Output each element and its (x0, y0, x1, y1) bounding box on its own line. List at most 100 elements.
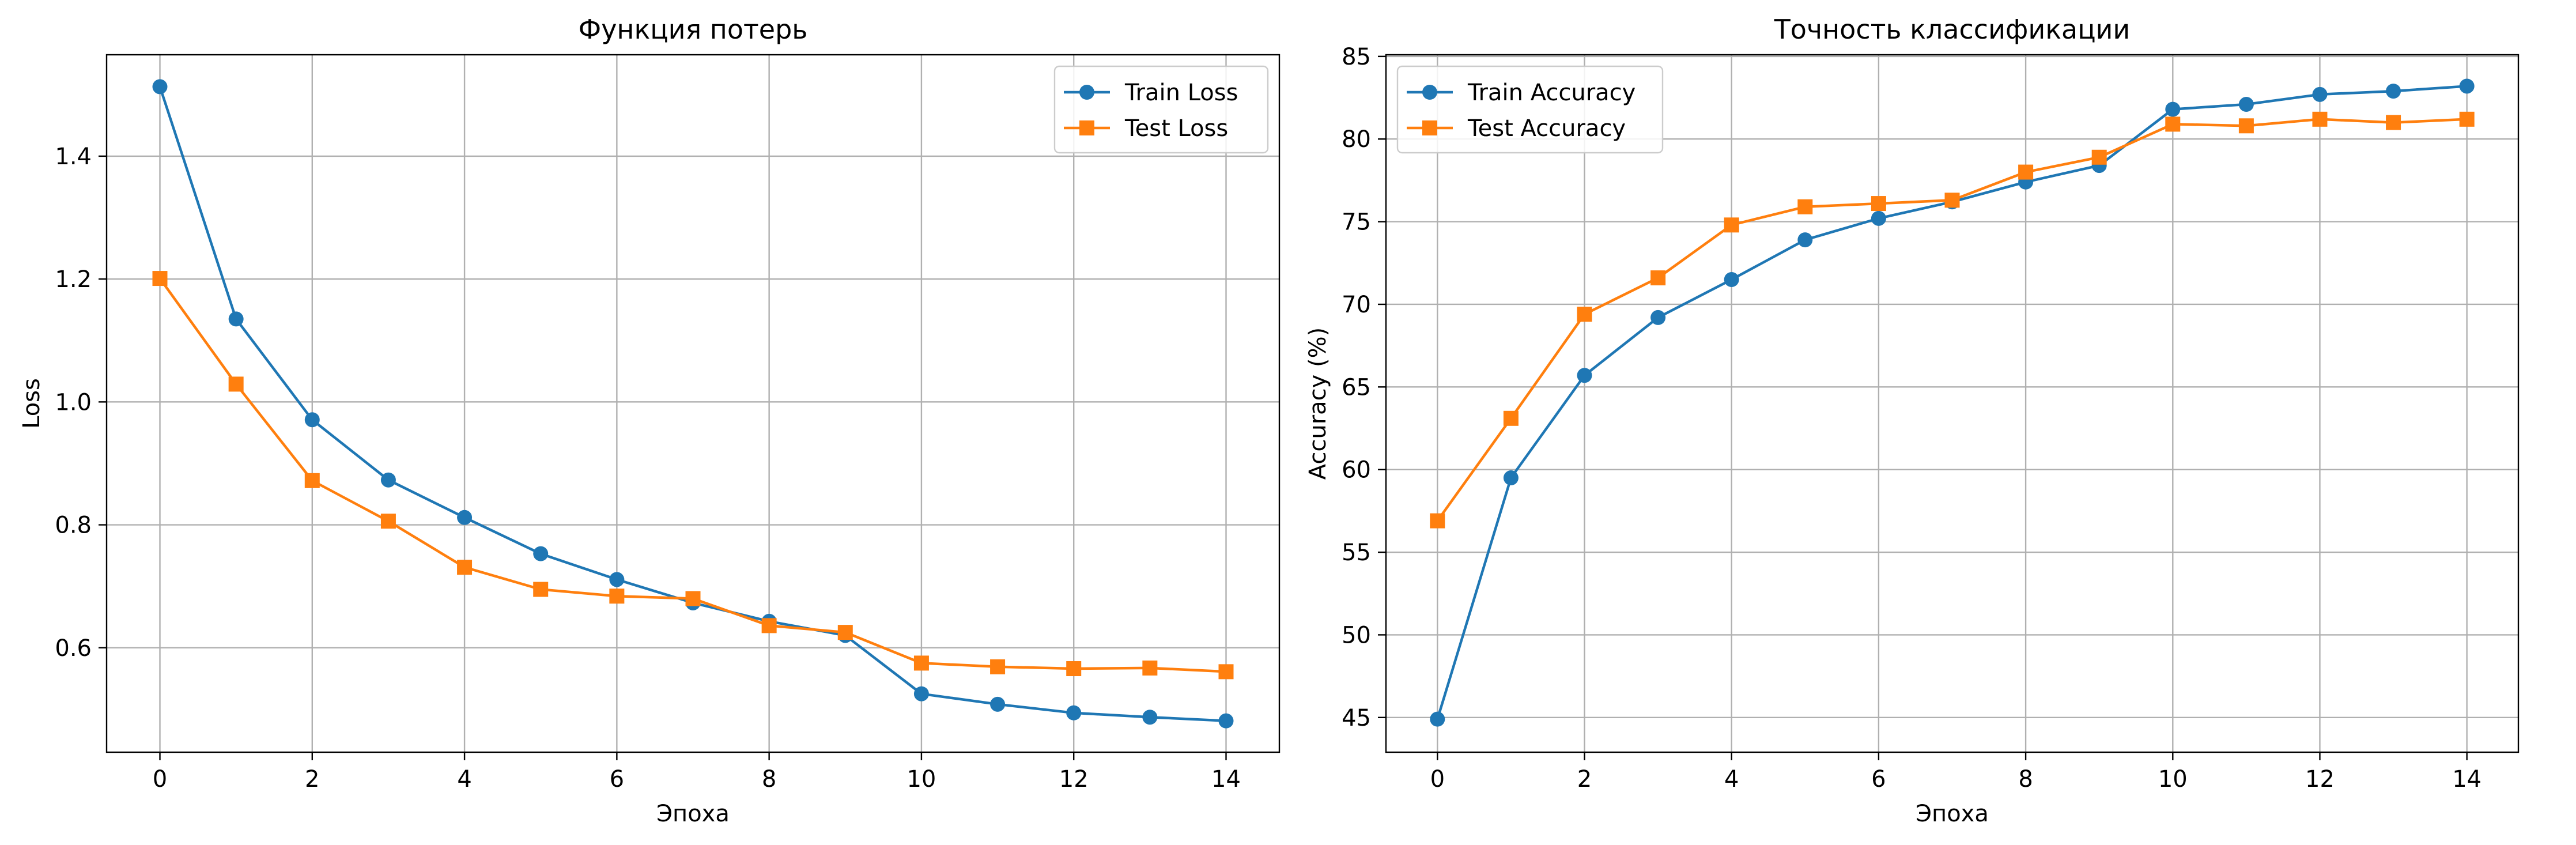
data-point-test (685, 591, 701, 606)
data-point-train (2386, 84, 2401, 99)
data-point-train (228, 311, 244, 327)
data-point-train (1066, 705, 1082, 720)
data-point-test (1066, 661, 1082, 677)
data-point-test (2018, 164, 2034, 180)
data-point-train (2459, 78, 2475, 94)
data-point-train (533, 546, 549, 561)
chart-title: Функция потерь (579, 14, 808, 45)
y-tick-label: 45 (1342, 705, 1371, 731)
data-point-test (2091, 149, 2107, 165)
data-point-test (609, 589, 625, 604)
series-line-train (158, 86, 1226, 722)
x-axis-label: Эпоха (1916, 801, 1989, 827)
y-tick-label: 80 (1342, 126, 1371, 153)
legend: Train Accuracy Test Accuracy (1396, 65, 1664, 154)
chart-2: 0 2 4 6 8 10 12 14 45 50 55 60 65 70 75 80 85 Точность кл… (1305, 14, 2520, 827)
data-point-test (990, 659, 1006, 674)
x-tick-label: 12 (1059, 766, 1089, 793)
y-tick-label: 1.0 (55, 389, 92, 416)
data-point-test (152, 271, 168, 286)
data-point-test (2312, 111, 2328, 127)
series-line-train (1436, 85, 2467, 720)
data-point-test (1724, 217, 1739, 233)
x-tick-label: 14 (1211, 766, 1241, 793)
x-tick-label: 0 (1430, 766, 1445, 793)
y-tick-label: 75 (1342, 209, 1371, 236)
data-point-train (304, 412, 320, 428)
legend-marker-train (1422, 85, 1437, 100)
data-point-test (457, 560, 473, 575)
x-tick-label: 6 (1871, 766, 1886, 793)
data-point-train (1797, 232, 1813, 248)
legend-box (1053, 65, 1269, 154)
data-point-train (913, 686, 929, 701)
data-point-test (1142, 660, 1158, 676)
x-tick-label: 6 (610, 766, 624, 793)
legend: Train Loss Test Loss (1053, 65, 1269, 154)
data-point-test (2165, 116, 2181, 132)
data-point-test (1218, 664, 1234, 680)
data-point-train (2165, 101, 2181, 117)
legend-label-test: Test Accuracy (1467, 115, 1626, 142)
y-tick-label: 60 (1342, 457, 1371, 484)
data-point-test (761, 618, 777, 633)
series-line-test (158, 277, 1226, 673)
chart-1: 0 2 4 6 8 10 12 14 0.6 0.8 1.0 1.2 1.4 Функция потерь… (18, 14, 1281, 827)
data-point-train (990, 696, 1006, 712)
y-tick-label: 1.4 (55, 144, 92, 170)
data-point-test (2386, 115, 2401, 130)
data-point-train (1503, 470, 1519, 486)
y-tick-label: 85 (1342, 44, 1371, 70)
data-point-test (1871, 196, 1886, 212)
data-point-test (304, 473, 320, 488)
x-tick-label: 2 (305, 766, 319, 793)
y-tick-label: 55 (1342, 540, 1371, 566)
data-point-test (533, 582, 549, 597)
data-point-test (2459, 111, 2475, 127)
data-point-test (2238, 118, 2254, 134)
data-point-train (1724, 271, 1739, 287)
data-point-train (1871, 210, 1886, 226)
data-point-train (2312, 86, 2328, 102)
data-point-train (380, 472, 396, 488)
data-point-test (1577, 307, 1592, 322)
data-point-train (457, 510, 473, 525)
y-tick-label: 70 (1342, 292, 1371, 318)
legend-marker-test (1422, 120, 1437, 135)
x-tick-label: 8 (2018, 766, 2033, 793)
x-tick-label: 4 (457, 766, 471, 793)
x-tick-label: 10 (906, 766, 936, 793)
data-point-test (1944, 193, 1960, 208)
y-tick-label: 65 (1342, 374, 1371, 401)
legend-label-train: Train Accuracy (1467, 80, 1636, 106)
data-point-train (1218, 713, 1234, 729)
data-point-test (1797, 199, 1813, 214)
x-axis-label: Эпоха (656, 801, 730, 827)
data-point-train (2238, 97, 2254, 112)
data-point-test (1650, 270, 1666, 286)
x-tick-label: 2 (1577, 766, 1592, 793)
y-tick-label: 0.6 (55, 635, 92, 662)
axes-frame (1385, 54, 2520, 753)
data-point-train (1142, 710, 1158, 725)
x-tick-label: 4 (1724, 766, 1739, 793)
x-tick-label: 0 (153, 766, 167, 793)
y-axis-label: Loss (18, 378, 45, 429)
y-tick-label: 1.2 (55, 266, 92, 293)
legend-marker-train (1079, 85, 1094, 100)
data-point-test (228, 376, 244, 392)
chart-title: Точность классификации (1774, 14, 2131, 45)
x-tick-label: 14 (2452, 766, 2481, 793)
data-point-test (380, 514, 396, 529)
x-tick-label: 10 (2158, 766, 2188, 793)
data-point-train (1577, 368, 1592, 383)
data-point-train (1430, 711, 1445, 727)
legend-marker-test (1079, 120, 1094, 135)
data-point-train (1650, 310, 1666, 325)
data-point-test (1503, 410, 1519, 426)
data-point-test (913, 655, 929, 671)
legend-label-train: Train Loss (1124, 80, 1238, 106)
axes-frame (105, 54, 1281, 753)
data-point-train (609, 572, 625, 587)
